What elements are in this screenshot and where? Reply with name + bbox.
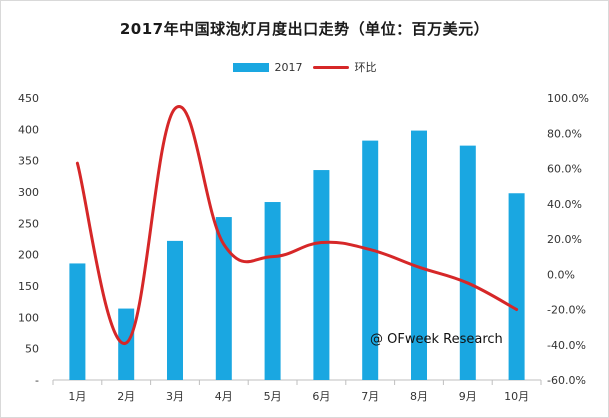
chart-title: 2017年中国球泡灯月度出口走势（单位：百万美元）	[119, 20, 490, 38]
y-right-tick-label: -60.0%	[547, 374, 586, 387]
tick-labels: - 50 100 150 200 250 300 350 400 450 -60.0% -40.0% -…	[18, 92, 589, 403]
x-tick-label: 5月	[264, 390, 282, 403]
legend-item-line: 环比	[312, 59, 377, 75]
y-right-tick-label: -40.0%	[547, 339, 586, 352]
x-tick-label: 9月	[459, 390, 477, 403]
line-point-8月	[418, 266, 421, 269]
bar-5月	[264, 202, 281, 380]
chart-legend: 2017 环比	[0, 59, 609, 75]
bar-1月	[69, 263, 86, 380]
x-tick-label: 7月	[361, 390, 379, 403]
bar-8月	[411, 130, 427, 380]
bar-6月	[313, 170, 330, 380]
y-right-tick-label: 60.0%	[547, 163, 582, 176]
x-tick-label: 6月	[312, 390, 330, 403]
y-left-tick-label: 150	[18, 280, 39, 293]
y-left-tick-label: 50	[25, 343, 39, 356]
y-left-tick-label: 250	[18, 217, 39, 230]
y-right-tick-label: -20.0%	[547, 304, 586, 317]
watermark: @ OFweek Research	[370, 332, 503, 347]
x-tick-label: 10月	[504, 390, 529, 403]
axes	[52, 379, 542, 385]
y-left-tick-label: 350	[18, 155, 39, 168]
y-left-tick-label: 200	[18, 249, 39, 262]
line-point-2月	[125, 341, 128, 344]
x-tick-label: 1月	[68, 390, 86, 403]
x-tick-label: 4月	[215, 390, 233, 403]
y-left-tick-label: -	[35, 374, 39, 387]
x-tick-label: 2月	[117, 390, 135, 403]
y-right-tick-label: 40.0%	[547, 198, 582, 211]
line-point-3月	[174, 107, 177, 110]
line-point-1月	[76, 162, 79, 165]
bar-10月	[508, 193, 525, 380]
legend-swatch-line	[312, 65, 349, 69]
legend-swatch-bar	[232, 62, 269, 72]
line-series	[75, 104, 519, 345]
line-series-path	[75, 104, 519, 345]
line-point-9月	[466, 282, 469, 285]
x-tick-label: 8月	[410, 390, 428, 403]
y-right-tick-label: 20.0%	[547, 233, 582, 246]
line-point-7月	[369, 248, 372, 251]
x-tick-label: 3月	[166, 390, 184, 403]
line-point-4月	[222, 243, 225, 246]
bar-series	[69, 130, 525, 380]
bar-7月	[362, 140, 379, 380]
y-left-tick-label: 400	[18, 123, 39, 136]
line-point-10月	[515, 308, 518, 311]
legend-item-bar: 2017	[232, 60, 303, 74]
bar-9月	[459, 145, 476, 380]
y-left-tick-label: 100	[18, 311, 39, 324]
y-right-tick-label: 100.0%	[547, 92, 589, 105]
bar-3月	[167, 240, 183, 380]
line-point-5月	[271, 255, 274, 258]
legend-label-bar: 2017	[274, 60, 303, 74]
y-right-tick-label: 80.0%	[547, 127, 582, 140]
line-point-6月	[320, 241, 323, 244]
bar-4月	[215, 217, 232, 380]
legend-label-line: 环比	[354, 61, 377, 74]
y-left-tick-label: 450	[18, 92, 39, 105]
y-right-tick-label: 0.0%	[547, 268, 575, 281]
y-left-tick-label: 300	[18, 186, 39, 199]
